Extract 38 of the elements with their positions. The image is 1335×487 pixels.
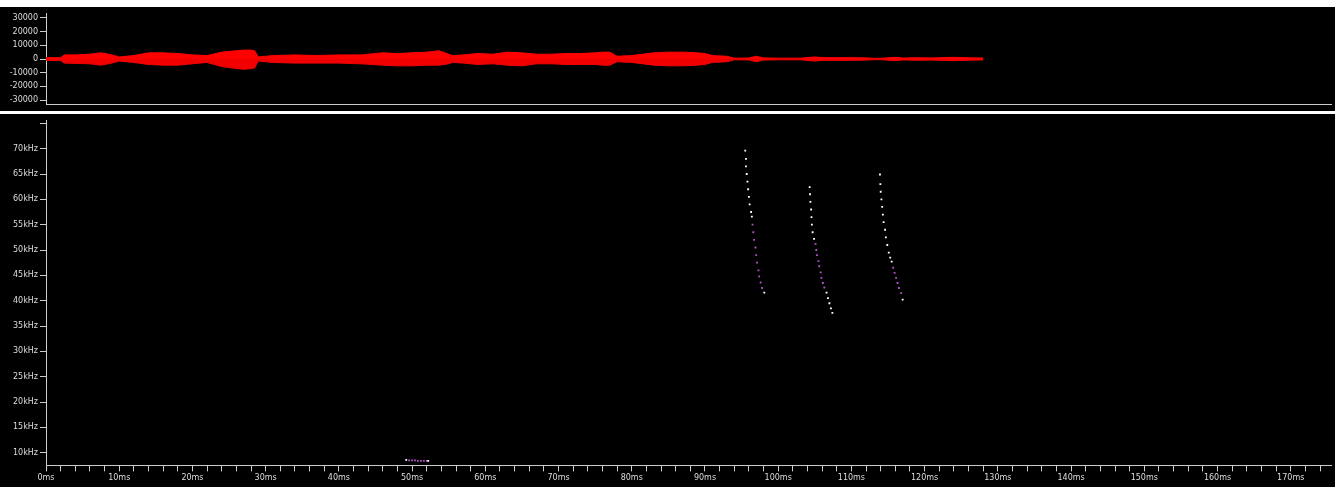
y-tick-label: -20000 — [9, 81, 38, 91]
y-tick-label: 30000 — [12, 12, 38, 22]
x-tick-label: 100ms — [764, 473, 792, 483]
x-tick-label: 20ms — [181, 473, 204, 483]
x-tick-label: 110ms — [837, 473, 866, 483]
y-tick-label: 70kHz — [12, 143, 38, 153]
x-tick-label: 80ms — [620, 473, 643, 483]
y-tick-label: -10000 — [9, 67, 38, 77]
x-tick-label: 50ms — [401, 473, 424, 483]
x-tick-label: 120ms — [911, 473, 939, 483]
y-tick-label: 20000 — [12, 26, 38, 36]
y-tick-label: 35kHz — [12, 321, 38, 331]
x-tick-label: 160ms — [1203, 473, 1232, 483]
y-tick-label: 0 — [32, 54, 38, 64]
x-tick-label: 150ms — [1130, 473, 1158, 483]
y-tick-label: 30kHz — [12, 346, 38, 356]
x-tick-label: 170ms — [1277, 473, 1305, 483]
y-tick-label: 20kHz — [12, 397, 38, 407]
y-tick-label: 55kHz — [12, 219, 38, 229]
x-tick-label: 130ms — [984, 473, 1012, 483]
x-tick-label: 60ms — [474, 473, 497, 483]
x-tick-label: 90ms — [693, 473, 717, 483]
y-tick-label: 25kHz — [12, 371, 38, 381]
x-tick-label: 0ms — [37, 473, 55, 483]
y-tick-label: 65kHz — [12, 169, 38, 179]
y-tick-label: 50kHz — [12, 245, 38, 255]
x-tick-label: 70ms — [547, 473, 570, 483]
y-tick-label: -30000 — [9, 95, 38, 105]
y-tick-label: 40kHz — [12, 295, 38, 305]
y-tick-label: 45kHz — [12, 270, 38, 280]
y-tick-label: 15kHz — [12, 422, 38, 432]
y-tick-label: 60kHz — [12, 194, 38, 204]
y-tick-label: 10000 — [12, 40, 38, 50]
x-tick-label: 140ms — [1057, 473, 1085, 483]
x-tick-label: 40ms — [327, 473, 350, 483]
x-tick-label: 30ms — [254, 473, 277, 483]
x-tick-label: 10ms — [108, 473, 131, 483]
y-tick-label: 10kHz — [12, 447, 38, 457]
